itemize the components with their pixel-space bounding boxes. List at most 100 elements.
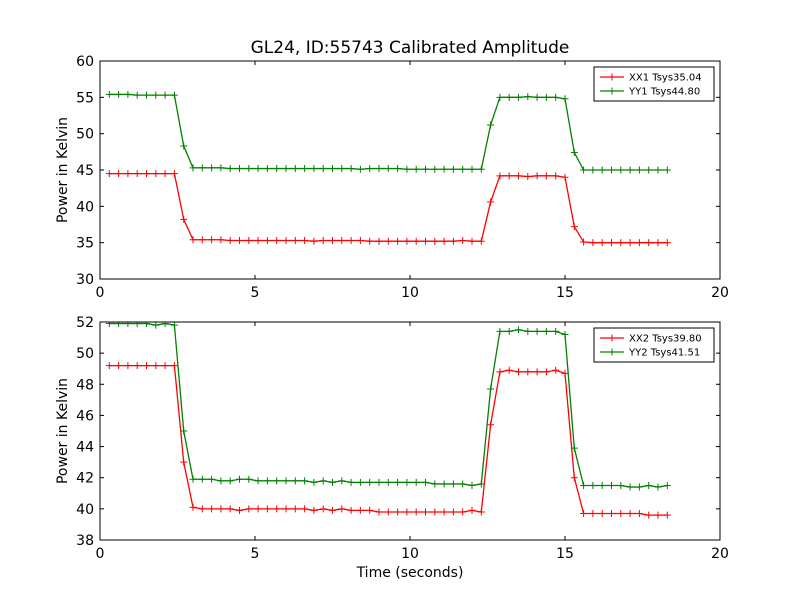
data-point xyxy=(477,237,485,245)
data-point xyxy=(198,475,206,483)
data-point xyxy=(366,478,374,486)
data-point xyxy=(515,172,522,180)
x-tick-label: 0 xyxy=(96,285,105,301)
data-point xyxy=(124,362,132,370)
data-point xyxy=(617,482,625,489)
data-point xyxy=(282,477,290,485)
data-point xyxy=(459,236,467,244)
data-point xyxy=(319,505,327,513)
data-point xyxy=(180,427,188,435)
x-tick-label: 10 xyxy=(401,285,419,301)
data-point xyxy=(338,505,346,513)
data-point xyxy=(236,165,243,173)
data-point xyxy=(124,170,132,178)
data-point xyxy=(356,478,364,486)
data-point xyxy=(496,327,504,335)
data-point xyxy=(105,90,113,98)
data-point xyxy=(263,165,271,173)
y-axis-label: Power in Kelvin xyxy=(55,117,71,223)
data-point xyxy=(663,482,671,489)
data-point xyxy=(384,478,392,486)
data-point xyxy=(617,166,625,174)
data-point xyxy=(412,165,420,173)
legend-box xyxy=(593,327,715,363)
legend: XX1 Tsys35.04 YY1 Tsys44.80 xyxy=(593,66,715,102)
data-point xyxy=(403,237,411,245)
data-point xyxy=(338,236,346,244)
data-point xyxy=(608,166,615,174)
data-point xyxy=(133,362,141,370)
data-point xyxy=(589,166,597,174)
y-tick-label: 42 xyxy=(76,471,94,487)
data-point xyxy=(143,91,150,99)
y-tick-label: 40 xyxy=(76,199,94,215)
data-point xyxy=(310,165,318,173)
data-point xyxy=(515,368,522,376)
data-point xyxy=(561,369,569,377)
data-point xyxy=(654,483,662,491)
data-point xyxy=(459,508,467,516)
data-point xyxy=(375,508,383,516)
data-point xyxy=(254,236,262,244)
data-point xyxy=(552,366,560,374)
legend-marker xyxy=(608,73,616,81)
data-point xyxy=(440,237,448,245)
data-point xyxy=(431,165,439,173)
x-tick-label: 5 xyxy=(251,546,260,562)
data-point xyxy=(598,166,606,174)
data-point xyxy=(115,170,123,178)
series-1-group xyxy=(105,170,671,247)
data-point xyxy=(515,93,522,101)
figure-title: GL24, ID:55743 Calibrated Amplitude xyxy=(251,38,570,58)
x-tick-label: 20 xyxy=(711,546,729,562)
y-tick-label: 50 xyxy=(76,346,94,362)
data-point xyxy=(347,165,355,173)
data-point xyxy=(449,237,457,245)
data-point xyxy=(161,322,169,328)
data-point xyxy=(570,149,578,157)
data-point xyxy=(180,215,188,223)
data-point xyxy=(635,166,643,174)
y-tick-label: 46 xyxy=(76,408,94,424)
data-point xyxy=(459,480,467,488)
data-point xyxy=(254,505,262,513)
data-point xyxy=(663,511,671,519)
data-point xyxy=(626,239,634,247)
y-tick-label: 60 xyxy=(76,54,94,70)
data-point xyxy=(552,172,560,180)
data-point xyxy=(254,477,262,485)
series-line xyxy=(109,364,668,516)
data-point xyxy=(329,165,336,173)
data-point xyxy=(384,237,392,245)
data-point xyxy=(208,164,216,172)
legend-label: XX2 Tsys39.80 xyxy=(629,334,702,345)
data-point xyxy=(468,237,476,245)
data-point xyxy=(626,483,634,491)
data-point xyxy=(198,505,206,513)
data-point xyxy=(524,93,532,101)
data-point xyxy=(310,506,318,514)
data-point xyxy=(375,165,383,173)
data-point xyxy=(329,236,336,244)
data-point xyxy=(152,362,160,370)
data-point xyxy=(226,505,234,513)
y-tick-label: 35 xyxy=(76,236,94,252)
data-point xyxy=(282,165,290,173)
data-point xyxy=(635,239,643,247)
data-point xyxy=(440,480,448,488)
y-tick-label: 45 xyxy=(76,163,94,179)
data-point xyxy=(217,164,225,172)
data-point xyxy=(589,482,597,489)
data-point xyxy=(291,505,299,513)
data-point xyxy=(226,477,234,485)
data-point xyxy=(189,475,197,483)
data-point xyxy=(580,166,588,174)
data-point xyxy=(319,477,327,485)
data-point xyxy=(282,236,290,244)
data-point xyxy=(468,165,476,173)
data-point xyxy=(394,237,402,245)
data-point xyxy=(515,326,522,334)
data-point xyxy=(598,510,606,518)
data-point xyxy=(152,91,160,99)
data-point xyxy=(226,165,234,173)
